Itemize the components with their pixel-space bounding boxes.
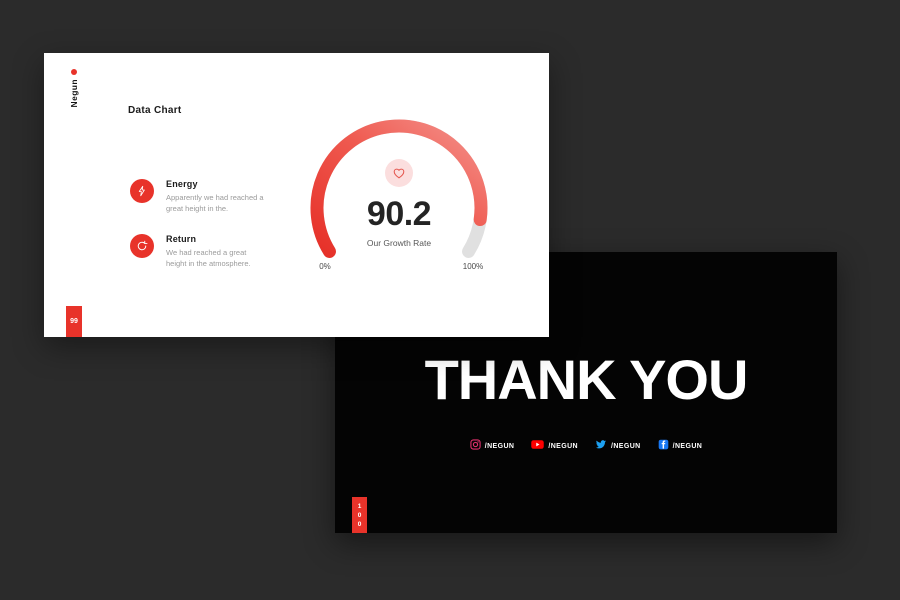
heart-icon — [385, 159, 413, 187]
brand-logo: Negun — [66, 69, 82, 107]
social-link-youtube[interactable]: /NEGUN — [531, 437, 578, 455]
feature-description: We had reached a great height in the atm… — [166, 248, 251, 268]
thank-you-title: THANK YOU — [424, 348, 749, 411]
refresh-icon — [130, 234, 154, 259]
feature-description: Apparently we had reached a great height… — [166, 193, 264, 213]
social-link-facebook[interactable]: /NEGUN — [658, 437, 703, 455]
youtube-icon — [531, 437, 545, 455]
feature-text: Energy Apparently we had reached a great… — [166, 179, 266, 214]
social-handle: /NEGUN — [672, 442, 703, 450]
feature-title: Energy — [166, 179, 198, 189]
social-handle: /NEGUN — [484, 442, 515, 450]
feature-item-return: Return We had reached a great height in … — [130, 234, 266, 269]
facebook-icon — [658, 437, 669, 455]
gauge-value: 90.2 — [366, 195, 432, 233]
feature-item-energy: Energy Apparently we had reached a great… — [130, 179, 266, 214]
gauge-caption: Our Growth Rate — [366, 238, 432, 248]
social-link-instagram[interactable]: /NEGUN — [470, 437, 515, 455]
gauge-min-label: 0% — [319, 262, 331, 271]
gauge-max-label: 100% — [462, 262, 484, 271]
social-handle: /NEGUN — [611, 442, 641, 450]
page-number: 100 — [357, 502, 362, 528]
growth-gauge: 90.2 Our Growth Rate 0% 100% — [304, 113, 494, 283]
page-number: 99 — [70, 318, 78, 325]
slide-title: Data Chart — [128, 105, 182, 116]
feature-title: Return — [166, 234, 197, 245]
social-links: /NEGUN /NEGUN /NEGUN — [335, 437, 837, 455]
slide-data-chart[interactable]: Negun Data Chart Energy Apparently we ha… — [44, 53, 549, 337]
gauge-arc-svg — [310, 119, 488, 258]
lightning-icon — [130, 179, 154, 203]
feature-text: Return We had reached a great height in … — [166, 234, 266, 269]
page-number-badge: 99 — [66, 306, 82, 337]
slide-thank-you[interactable]: THANK YOU /NEGUN — [335, 252, 837, 533]
instagram-icon — [470, 437, 481, 455]
brand-dot-icon — [71, 69, 77, 75]
brand-name: Negun — [69, 79, 79, 108]
page-number-badge: 100 — [352, 497, 367, 533]
twitter-icon — [595, 437, 607, 455]
social-link-twitter[interactable]: /NEGUN — [595, 437, 641, 455]
social-handle: /NEGUN — [548, 442, 578, 450]
feature-list: Energy Apparently we had reached a great… — [130, 179, 266, 270]
